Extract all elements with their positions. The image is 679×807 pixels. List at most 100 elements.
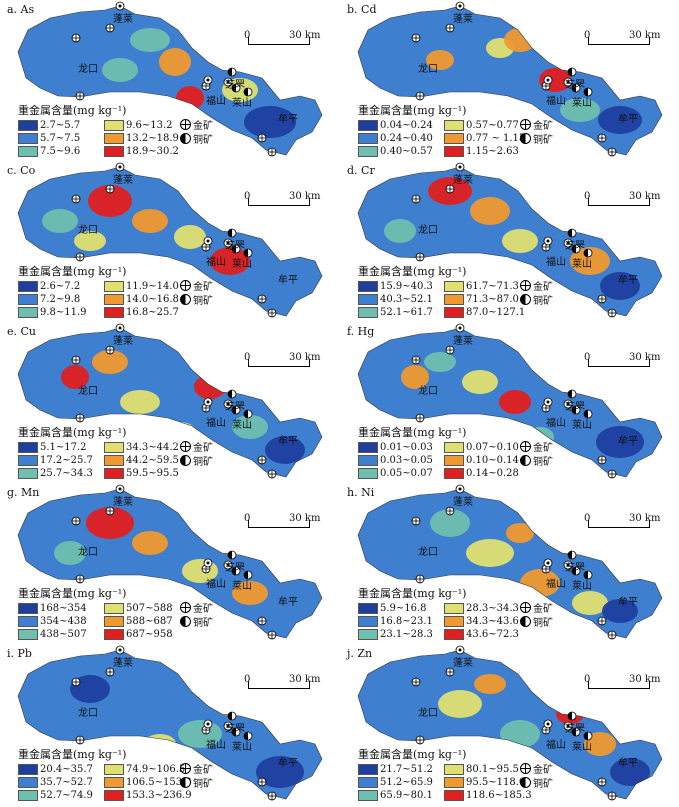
copper-mine-icon — [583, 87, 593, 97]
legend-range: 14.0~16.8 — [126, 293, 179, 305]
concentration-zone — [130, 28, 170, 52]
concentration-zone — [392, 682, 428, 706]
place-name-penglai: 蓬莱 — [453, 14, 473, 25]
gold-mine-icon — [597, 455, 607, 465]
concentration-zone — [232, 581, 268, 605]
legend-swatch — [18, 615, 38, 627]
legend-item: 0.24~0.40 — [358, 132, 433, 144]
gold-mine-icon — [257, 294, 267, 304]
copper-mine-icon — [180, 454, 191, 466]
place-name-laishan: 莱山 — [232, 581, 252, 592]
gold-mine-icon — [597, 294, 607, 304]
legend-swatch — [444, 280, 464, 292]
concentration-map — [17, 323, 323, 479]
place-name-laishan: 莱山 — [232, 98, 252, 109]
legend-item: 0.04~0.24 — [358, 119, 433, 131]
concentration-zone — [596, 426, 644, 458]
gold-mine-icon — [415, 735, 425, 745]
legend-item: 7.2~9.8 — [18, 293, 80, 305]
legend-swatch — [18, 280, 38, 292]
copper-mine-icon — [520, 293, 531, 305]
city-marker-icon — [543, 558, 553, 568]
gold-mine-icon — [597, 777, 607, 787]
legend-range: 13.2~18.9 — [126, 132, 179, 144]
copper-mine-icon — [571, 83, 581, 93]
legend-range: 52.1~61.7 — [380, 306, 433, 318]
copper-mine-icon — [571, 566, 581, 576]
legend-item: 2.7~5.7 — [18, 119, 80, 131]
legend-swatch — [104, 145, 124, 157]
gold-mine-icon — [180, 279, 191, 291]
legend-range: 25.7~34.3 — [40, 467, 93, 479]
copper-mine-label: 铜矿 — [533, 295, 553, 307]
scale-tick — [649, 198, 650, 206]
legend-title: 重金属含量(mg kg⁻¹) — [18, 426, 127, 439]
gold-mine-icon — [180, 118, 191, 130]
legend-title: 重金属含量(mg kg⁻¹) — [18, 587, 127, 600]
mine-legend: 金矿 铜矿 — [180, 600, 213, 629]
copper-mine-icon — [583, 409, 593, 419]
legend-item: 1.15~2.63 — [444, 145, 519, 157]
legend-range: 118.6~185.3 — [466, 789, 532, 801]
legend-range: 5.1~17.2 — [40, 441, 87, 453]
concentration-zone — [470, 197, 510, 225]
city-marker-icon — [455, 1, 465, 11]
gold-mine-legend: 金矿 — [180, 278, 213, 293]
concentration-zone — [120, 390, 160, 414]
place-name-longkou: 龙口 — [78, 547, 98, 558]
copper-mine-label: 铜矿 — [193, 134, 213, 146]
concentration-zone — [42, 209, 78, 233]
copper-mine-label: 铜矿 — [193, 456, 213, 468]
city-marker-icon — [563, 238, 573, 248]
city-marker-icon — [115, 484, 125, 494]
copper-mine-icon — [243, 731, 253, 741]
legend-range: 588~687 — [126, 615, 173, 627]
place-name-longkou: 龙口 — [78, 225, 98, 236]
legend-title: 重金属含量(mg kg⁻¹) — [18, 104, 127, 117]
legend-range: 1.15~2.63 — [466, 145, 519, 157]
gold-mine-icon — [267, 630, 277, 640]
legend-swatch — [358, 119, 378, 131]
place-name-laishan: 莱山 — [572, 259, 592, 270]
legend-swatch — [444, 628, 464, 640]
legend-swatch — [444, 293, 464, 305]
gold-mine-icon — [597, 616, 607, 626]
place-name-muping: 牟平 — [278, 114, 298, 125]
concentration-zone — [570, 247, 610, 275]
legend-range: 71.3~87.0 — [466, 293, 519, 305]
legend-swatch — [104, 776, 124, 788]
legend-item: 28.3~34.3 — [444, 602, 519, 614]
legend-item: 118.6~185.3 — [444, 789, 532, 801]
scale-line — [248, 366, 310, 367]
scale-zero: 0 — [244, 30, 251, 41]
city-marker-icon — [115, 323, 125, 333]
copper-mine-icon — [571, 405, 581, 415]
legend-item: 0.05~0.07 — [358, 467, 433, 479]
scale-tick — [588, 681, 589, 689]
place-name-longkou: 龙口 — [78, 386, 98, 397]
legend-swatch — [358, 628, 378, 640]
copper-mine-icon — [583, 248, 593, 258]
city-marker-icon — [223, 399, 233, 409]
place-name-longkou: 龙口 — [418, 64, 438, 75]
legend: 重金属含量(mg kg⁻¹) 15.9~40.3 40.3~52.1 52.1~61.… — [358, 263, 588, 318]
legend-item: 507~588 — [104, 602, 173, 614]
place-name-penglai: 蓬莱 — [113, 497, 133, 508]
concentration-zone — [610, 758, 650, 786]
place-name-penglai: 蓬莱 — [453, 497, 473, 508]
legend-range: 20.4~35.7 — [40, 763, 93, 775]
legend-item: 15.9~40.3 — [358, 280, 433, 292]
legend-item: 106.5~153.3 — [104, 776, 192, 788]
concentration-zone — [572, 591, 608, 615]
scale-zero: 0 — [244, 513, 251, 524]
copper-mine-icon — [227, 228, 237, 238]
gold-mine-label: 金矿 — [193, 120, 213, 132]
scale-tick — [248, 359, 249, 367]
legend-swatch — [104, 293, 124, 305]
place-name-laishan: 莱山 — [232, 742, 252, 753]
gold-mine-icon — [411, 677, 421, 687]
study-area-outline — [17, 649, 323, 800]
legend-range: 34.3~44.2 — [126, 441, 179, 453]
legend-item: 52.7~74.9 — [18, 789, 93, 801]
copper-mine-icon — [583, 570, 593, 580]
